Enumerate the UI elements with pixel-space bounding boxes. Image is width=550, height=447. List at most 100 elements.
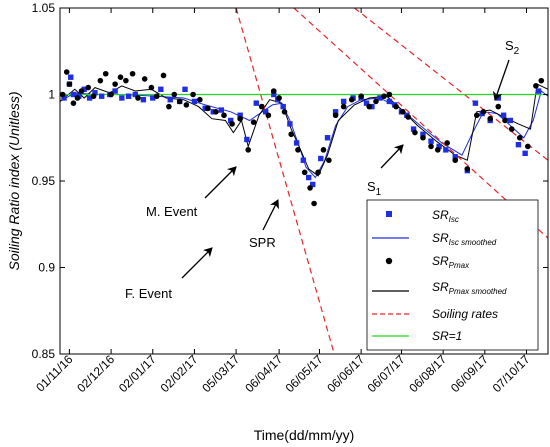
series-sr-pmax-point-2 [66,81,73,87]
series-sr-pmax-point-55 [400,109,406,115]
series-sr-pmax-point-56 [405,114,411,120]
series-sr-pmax-point-3 [70,100,77,106]
series-sr-pmax-point-10 [108,91,114,98]
legend-marker-sr-pmax [385,257,393,265]
series-sr-pmax-point-27 [213,109,219,115]
series-sr-pmax-point-16 [141,76,148,82]
series-sr-isc-point-50 [410,126,417,132]
annotations: M. Event F. Event SPR S1 S2 [125,38,520,301]
legend-box [366,199,539,351]
series-sr-isc-point-6 [86,95,93,101]
series-sr-isc-point-46 [386,98,393,105]
series-sr-pmax-point-49 [358,93,364,100]
series-sr-isc-point-24 [228,117,234,124]
series-sr-pmax-point-1 [63,69,70,75]
series-sr-pmax-point-14 [129,70,136,77]
series-sr-pmax-point-42 [311,200,317,207]
annotation-s1: S1 [367,179,382,198]
series-sr-pmax-point-65 [480,109,487,115]
series-sr-isc-point-15 [150,95,156,101]
y-axis-title: Soiling Ratio index (Unitless) [6,92,22,271]
series-soiling-rates-segment-3 [354,8,548,161]
series-sr-pmax-point-46 [332,112,339,119]
series-sr-pmax-point-68 [502,117,508,124]
series-sr-pmax-point-48 [348,96,355,103]
series-sr-isc-point-7 [92,90,98,96]
series-sr-pmax-point-73 [538,77,545,84]
series-sr-pmax-point-53 [386,91,393,98]
series-sr-isc-point-31 [280,103,286,110]
series-sr-pmax-point-45 [326,157,332,164]
legend-label-sr-pmax: SRPmax [432,254,470,270]
series-sr-pmax-point-60 [434,147,441,153]
series-sr-isc-point-39 [332,109,339,115]
series-sr-isc-point-63 [515,141,522,148]
series-sr-pmax-point-15 [135,95,141,101]
series-sr-pmax-point-61 [444,140,450,146]
series-sr-isc-point-19 [182,86,188,93]
series-sr-pmax-point-26 [205,105,211,112]
series-sr-pmax-point-20 [166,103,172,110]
annotation-f-event-arrow [181,247,213,279]
series-sr-pmax-point-8 [97,77,104,84]
y-tick-label-2: 0.95 [32,174,56,188]
series-sr-pmax-point-17 [148,84,155,91]
series-sr-isc-point-8 [98,93,105,99]
series-sr-isc-smoothed-line [60,90,548,179]
series-sr-pmax-point-33 [258,103,265,110]
series-sr-isc-point-20 [191,98,198,105]
series-sr-isc-point-0 [61,95,67,101]
series-sr-isc-point-54 [443,147,449,153]
series-sr-pmax-point-72 [533,83,539,89]
series-sr-pmax-point-29 [229,121,235,127]
legend-marker-sr-isc [386,211,392,217]
series-sr-pmax-point-5 [78,88,85,94]
series-sr-pmax-point-30 [237,115,243,122]
series-sr-pmax-point-70 [516,134,523,141]
series-sr-pmax-point-23 [183,102,190,108]
series-sr-isc-point-37 [318,155,324,162]
series-sr-isc-point-36 [310,181,316,188]
legend: SRIsc SRIsc smoothed SRPmax SRPmax smoot… [366,199,539,351]
series-sr-isc-point-57 [472,100,479,106]
series-sr-pmax-point-59 [428,143,434,150]
series-sr-isc-point-16 [158,86,164,93]
series-sr-isc-point-17 [167,96,173,103]
series-sr-isc-point-64 [522,150,528,157]
annotation-s2-arrow [492,59,510,101]
series-sr-pmax-point-37 [281,109,288,115]
x-axis-title: Time(dd/mm/yy) [254,427,355,443]
series-sr-pmax-point-4 [74,95,81,101]
series-sr-pmax-point-43 [315,169,321,176]
series-sr-isc-point-51 [420,131,426,137]
series-sr-isc-point-61 [500,112,507,118]
series-sr-pmax-point-39 [295,147,301,153]
series-sr-pmax-point-18 [153,93,160,100]
series-sr-pmax-point-31 [245,147,252,153]
series-sr-isc-point-40 [340,98,347,105]
series-sr-pmax-point-34 [265,112,272,119]
series-sr-pmax-point-36 [276,95,282,101]
series-sr-pmax-point-51 [373,98,379,105]
series-sr-pmax-point-38 [288,131,295,138]
series-sr-pmax-point-6 [85,84,92,91]
series-sr-pmax-point-54 [393,103,399,110]
series-sr-pmax-point-63 [464,166,471,172]
annotation-s1-arrow [380,144,404,169]
series-sr-pmax-point-52 [381,93,387,100]
series-sr-pmax-point-9 [102,70,109,77]
series-sr-isc-point-29 [271,91,277,98]
series-sr-isc-point-55 [452,154,458,160]
series-sr-isc-point-3 [70,91,77,98]
legend-label-soiling-rates: Soiling rates [432,307,498,321]
series-sr-isc-point-2 [68,74,74,80]
legend-label-sr-isc: SRIsc [432,208,459,224]
y-tick-label-3: 1 [48,88,55,102]
series-sr-isc-point-38 [324,135,331,141]
series-sr-pmax-point-50 [366,103,373,110]
series-sr-isc-point-34 [300,157,307,163]
series-sr-pmax-point-25 [197,96,203,103]
series-sr-isc-point-32 [287,121,293,127]
series-sr-isc-point-45 [377,95,383,101]
